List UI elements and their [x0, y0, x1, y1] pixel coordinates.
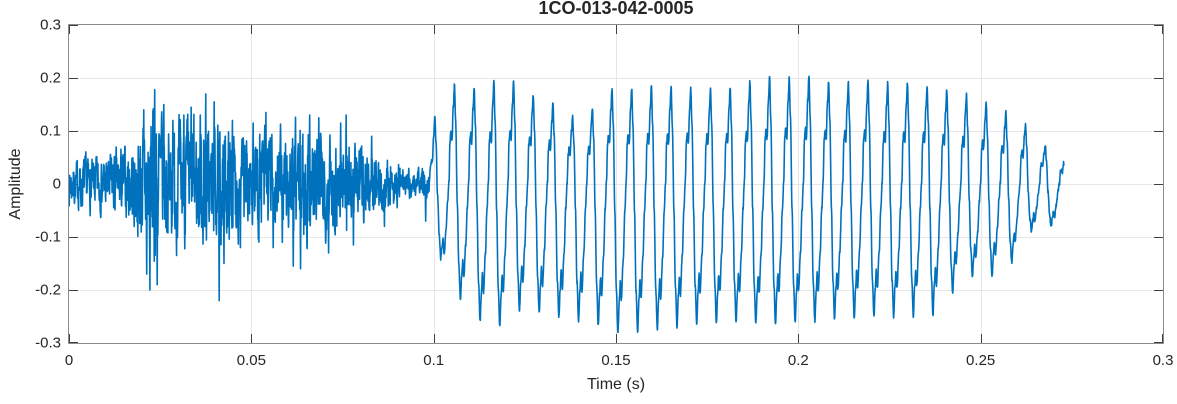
chart-title: 1CO-013-042-0005 [538, 0, 694, 18]
y-tick-label: 0.3 [40, 16, 61, 34]
x-tick-label: 0.25 [966, 352, 996, 369]
x-tick-label: 0.1 [423, 352, 445, 369]
y-tick-label: 0.1 [40, 122, 61, 140]
x-tick-label: 0.3 [1152, 352, 1174, 369]
x-axis-label: Time (s) [586, 376, 646, 393]
x-tick-label: 0.05 [236, 352, 266, 369]
y-tick-label: -0.3 [35, 334, 61, 352]
waveform-canvas [69, 25, 1163, 343]
x-tick-label: 0.15 [601, 352, 631, 369]
y-tick-label: -0.1 [35, 228, 61, 246]
x-tick-label: 0.2 [787, 352, 809, 369]
y-tick-label: -0.2 [35, 281, 61, 299]
x-tick-label: 0 [64, 352, 74, 369]
y-tick-label: 0.2 [40, 69, 61, 87]
plot-area [68, 24, 1164, 344]
y-tick-label: 0 [52, 175, 61, 193]
